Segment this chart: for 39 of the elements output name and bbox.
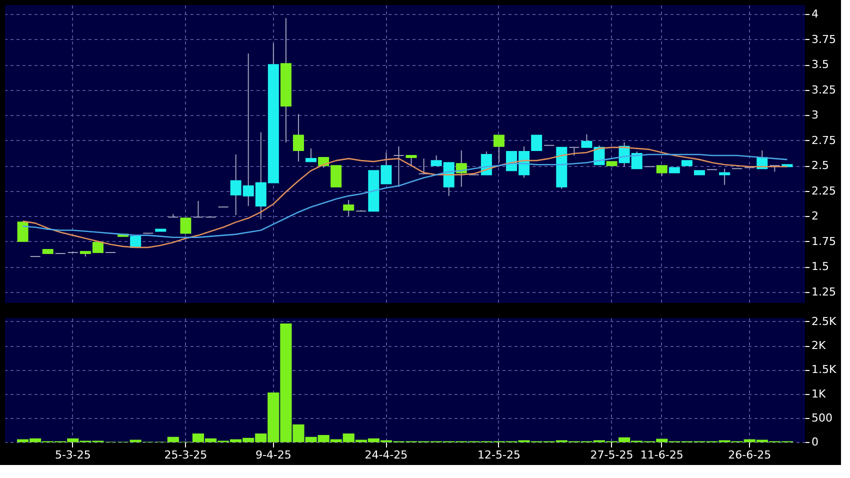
x-tick-label: 24-4-25 [364,448,408,462]
y-tick-label: 1.25 [812,285,836,298]
y-tick-label: 2.5 [812,159,829,172]
y-tick-label: 1.75 [812,234,836,248]
candlestick [292,114,304,162]
x-tick-label: 27-5-25 [590,448,634,462]
candlestick [719,168,730,186]
x-tick-label: 9-4-25 [255,448,292,462]
y-tick-label: 0 [812,436,818,448]
y-tick-label: 2K [812,339,826,352]
y-tick-label: 500 [812,411,832,424]
y-tick-label: 3.75 [812,32,836,46]
candlestick [418,158,430,174]
candlestick [343,199,354,217]
candlestick [17,222,28,242]
y-tick-label: 1.5K [812,363,837,376]
candlestick [192,200,204,218]
x-tick-label: 26-6-25 [728,448,772,462]
candlestick [180,218,192,234]
y-tick-label: 2 [812,210,818,223]
candlestick [656,165,668,176]
line-series [22,146,788,248]
y-tick-label: 3.5 [812,58,829,72]
y-tick-label: 3.25 [812,83,836,96]
x-tick-label: 11-6-25 [640,448,684,462]
candlestick [531,134,542,151]
candlestick [306,148,317,162]
y-tick-label: 2.75 [812,134,836,147]
y-tick-label: 2.25 [812,184,836,198]
x-tick-label: 12-5-25 [478,448,520,462]
y-tick-label: 3 [812,108,818,122]
candlestick [493,134,504,164]
x-tick-label: 25-3-25 [164,448,208,462]
candlestick [393,146,404,188]
y-tick-label: 1K [812,387,826,400]
y-tick-label: 4 [812,8,818,21]
y-tick-label: 2.5K [812,314,837,328]
y-tick-label: 1.5 [812,260,829,274]
x-tick-label: 5-3-25 [54,448,91,462]
